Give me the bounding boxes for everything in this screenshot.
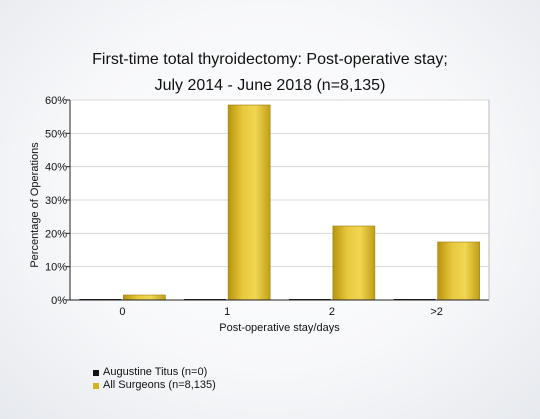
y-tick-label: 0% [51,295,67,307]
legend: Augustine Titus (n=0) All Surgeons (n=8,… [93,366,216,392]
y-tick-label: 20% [45,228,67,240]
x-tick-label: 1 [224,306,230,318]
y-axis-title: Percentage of Operations [29,142,41,268]
y-tick-label: 50% [45,128,67,140]
y-tick-label: 10% [45,262,67,274]
legend-swatch-all-surgeons [93,382,99,389]
legend-item-augustine-titus: Augustine Titus (n=0) [93,366,216,379]
legend-swatch-augustine-titus [93,369,99,376]
y-tick-label: 40% [45,162,67,174]
legend-label-augustine-titus: Augustine Titus (n=0) [103,366,208,378]
x-tick-label: 0 [119,306,125,318]
chart-title-line-2: July 2014 - June 2018 (n=8,135) [154,77,386,94]
bar-all-surgeons [123,294,166,301]
y-tick-label: 60% [45,95,67,107]
x-tick-label: >2 [430,306,443,318]
y-tick-label: 30% [45,195,67,207]
legend-item-all-surgeons: All Surgeons (n=8,135) [93,379,216,392]
bar-all-surgeons [332,225,376,301]
x-axis-title: Post-operative stay/days [219,322,340,334]
chart-title-line-1: First-time total thyroidectomy: Post-ope… [92,51,448,68]
bar-all-surgeons [437,241,480,301]
legend-label-all-surgeons: All Surgeons (n=8,135) [103,379,216,391]
bar-all-surgeons [227,104,271,301]
x-tick-label: 2 [329,306,335,318]
